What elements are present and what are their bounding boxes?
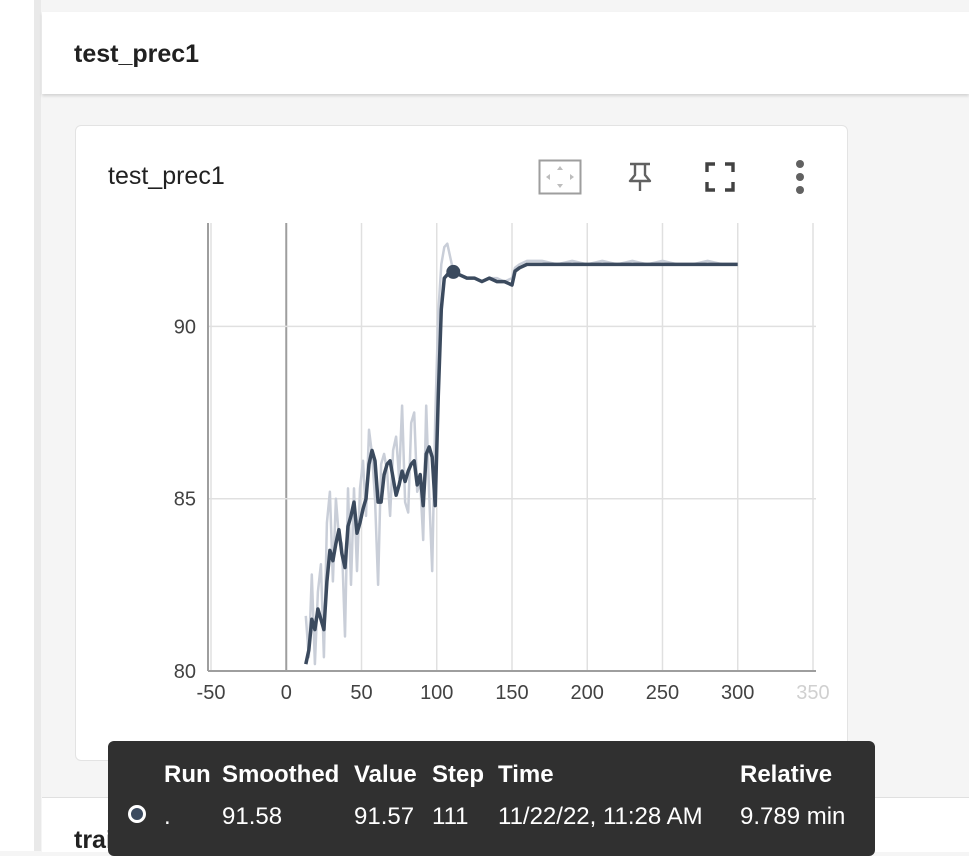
left-rail	[0, 0, 34, 851]
data-tooltip: Run Smoothed Value Step Time Relative . …	[108, 741, 875, 856]
x-tick-label: 350	[796, 682, 829, 704]
scalar-card: test_prec1 -50 0 50 100 150 200 250 300 350 80 85 9…	[75, 125, 848, 761]
fullscreen-icon	[705, 162, 735, 192]
hover-point	[446, 264, 461, 279]
x-tick-label: 100	[420, 682, 453, 704]
tooltip-header-relative: Relative	[740, 761, 833, 788]
more-options-button[interactable]	[777, 156, 823, 198]
more-vert-icon	[796, 160, 804, 194]
x-tick-label: 250	[646, 682, 679, 704]
x-tick-label: 200	[571, 682, 604, 704]
tooltip-header-step: Step	[432, 761, 485, 788]
tooltip-header-run: Run	[164, 761, 211, 788]
y-tick-label: 85	[174, 489, 196, 511]
x-tick-label: -50	[197, 682, 226, 704]
tooltip-header-time: Time	[498, 761, 554, 788]
smoothed-series-line	[304, 262, 738, 665]
tooltip-time: 11/22/22, 11:28 AM	[498, 803, 703, 830]
fit-domain-icon	[538, 159, 582, 195]
run-color-dot	[128, 805, 146, 823]
pin-button[interactable]	[617, 156, 663, 198]
x-tick-label: 300	[721, 682, 754, 704]
section-title: test_prec1	[74, 40, 200, 68]
tooltip-relative: 9.789 min	[740, 803, 846, 830]
y-tick-label: 90	[174, 316, 196, 338]
fullscreen-button[interactable]	[697, 156, 743, 198]
left-rail-divider	[34, 0, 41, 851]
section-header[interactable]: test_prec1	[42, 12, 969, 94]
tooltip-value: 91.57	[354, 803, 415, 830]
tooltip-run: .	[164, 803, 171, 830]
x-tick-label: 50	[350, 682, 372, 704]
tooltip-header-value: Value	[354, 761, 417, 788]
x-tick-label: 0	[281, 682, 292, 704]
y-tick-label: 80	[174, 661, 196, 683]
tooltip-smoothed: 91.58	[222, 803, 283, 830]
tooltip-header-smoothed: Smoothed	[222, 761, 340, 788]
x-tick-label: 150	[495, 682, 528, 704]
line-chart[interactable]: -50 0 50 100 150 200 250 300 350 80 85 90	[76, 126, 849, 762]
pin-icon	[628, 162, 652, 191]
fit-domain-button[interactable]	[537, 156, 583, 198]
card-title: test_prec1	[108, 162, 225, 190]
tooltip-step: 111	[432, 803, 469, 830]
